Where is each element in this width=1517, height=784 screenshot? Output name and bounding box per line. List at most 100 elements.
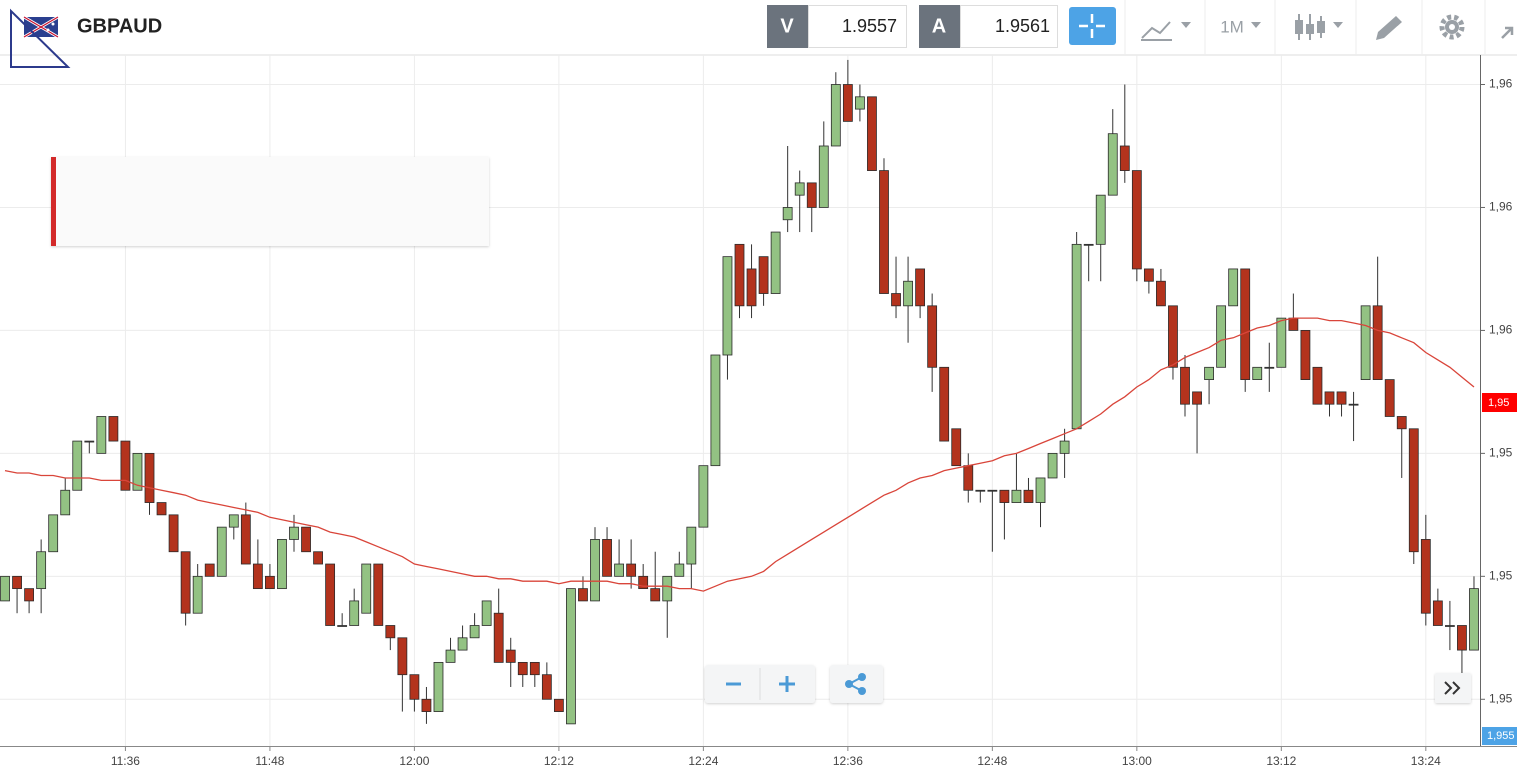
candle-body	[60, 489, 71, 516]
candle-body	[481, 600, 492, 626]
axes: 1,96 1,96 1,96 1,95 1,95 1,95 11:36 11:48 12:00 1…	[111, 77, 1517, 768]
candle-body	[84, 440, 95, 443]
bid-button[interactable]: V 1.9557	[767, 5, 907, 48]
x-tick-label: 12:36	[833, 754, 863, 768]
candle-body	[361, 563, 372, 614]
candle-body	[265, 575, 275, 590]
candle-body	[927, 305, 938, 368]
x-tick-label: 13:00	[1122, 754, 1152, 768]
candle-body	[1312, 366, 1323, 405]
candle-body	[216, 526, 227, 577]
candle-body	[1372, 305, 1383, 380]
candle-body	[1023, 489, 1034, 503]
candle-body	[855, 96, 865, 110]
zoom-controls	[705, 665, 883, 703]
candle-body	[1228, 268, 1239, 307]
candle-body	[1119, 145, 1130, 171]
draw-button[interactable]	[1376, 16, 1404, 40]
candle-body	[373, 563, 384, 626]
candle-body	[806, 182, 817, 208]
candle-body	[1288, 317, 1299, 331]
candle-body	[770, 231, 781, 294]
expand-button[interactable]	[1501, 26, 1514, 39]
candle-body	[433, 661, 444, 712]
candle-body	[566, 588, 576, 725]
ask-button[interactable]: A 1.9561	[919, 5, 1058, 48]
candle-body	[1457, 625, 1467, 651]
candle-body	[1095, 194, 1106, 245]
price-tag-box	[1482, 393, 1517, 412]
timeframe-button[interactable]: 1M	[1220, 17, 1261, 36]
candle-body	[1444, 625, 1455, 627]
candle-body	[1131, 170, 1142, 270]
corner-marker	[10, 8, 71, 68]
info-panel	[51, 157, 489, 246]
candle-body	[987, 489, 998, 492]
x-tick-label: 12:48	[977, 754, 1007, 768]
share-button[interactable]	[845, 673, 866, 695]
candle-body	[614, 563, 624, 577]
candle-body	[108, 416, 119, 442]
candle-body	[963, 465, 974, 491]
crosshair-button[interactable]	[1069, 7, 1116, 45]
y-tick-label: 1,95	[1489, 446, 1513, 460]
candle-body	[794, 182, 805, 196]
candle-body	[469, 625, 480, 639]
candle-body	[975, 489, 986, 492]
candle-body	[1469, 588, 1479, 651]
candle-body	[289, 526, 299, 540]
plot-area	[0, 59, 1479, 725]
candle-body	[674, 563, 685, 577]
candle-body	[758, 256, 769, 294]
candle-body	[1384, 379, 1395, 417]
candle-body	[662, 575, 673, 602]
candle-body	[1107, 133, 1118, 196]
y-tick-label: 1,95	[1489, 568, 1513, 582]
candle-body	[1420, 539, 1431, 614]
candle-body	[1264, 366, 1275, 369]
x-tick-label: 11:36	[111, 754, 140, 768]
candle-body	[457, 637, 468, 651]
candle-body	[1047, 452, 1058, 479]
candle-body	[1396, 416, 1407, 430]
candle-style-button[interactable]	[1295, 14, 1343, 40]
zoom-in[interactable]	[779, 676, 795, 692]
candle-body	[903, 280, 913, 307]
candle-body	[1432, 600, 1443, 626]
candle-body	[1336, 391, 1347, 405]
chart-type-button[interactable]	[1141, 21, 1191, 41]
y-tick-label: 1,96	[1489, 77, 1513, 91]
candle-body	[734, 243, 745, 307]
candle-body	[180, 551, 191, 614]
candle-body	[1204, 366, 1214, 380]
candle-body	[409, 674, 420, 700]
candle-body	[349, 600, 360, 626]
candle-body	[650, 588, 661, 602]
candle-body	[1252, 366, 1263, 380]
candle-body	[192, 575, 203, 614]
candle-body	[1071, 243, 1082, 430]
candle-body	[517, 661, 528, 676]
y-tick-label: 1,96	[1489, 323, 1513, 337]
candle-body	[168, 514, 179, 553]
price-tag: 1,95	[1488, 397, 1509, 409]
candle-body	[842, 84, 853, 122]
scroll-end-button[interactable]	[1435, 673, 1471, 703]
candle-body	[529, 661, 540, 676]
candle-body	[337, 625, 348, 627]
settings-button[interactable]	[1439, 14, 1465, 40]
x-tick-label: 13:12	[1266, 754, 1296, 768]
candle-body	[1324, 391, 1335, 405]
candle-body	[710, 354, 721, 467]
candle-body	[939, 366, 950, 442]
candle-body	[0, 575, 10, 602]
candle-body	[915, 268, 926, 307]
candle-body	[999, 489, 1010, 503]
candle-body	[313, 551, 323, 565]
bid-label: V	[780, 15, 794, 37]
candle-body	[156, 502, 167, 516]
candle-body	[818, 145, 829, 208]
candle-body	[1348, 403, 1359, 406]
candle-body	[698, 465, 709, 528]
